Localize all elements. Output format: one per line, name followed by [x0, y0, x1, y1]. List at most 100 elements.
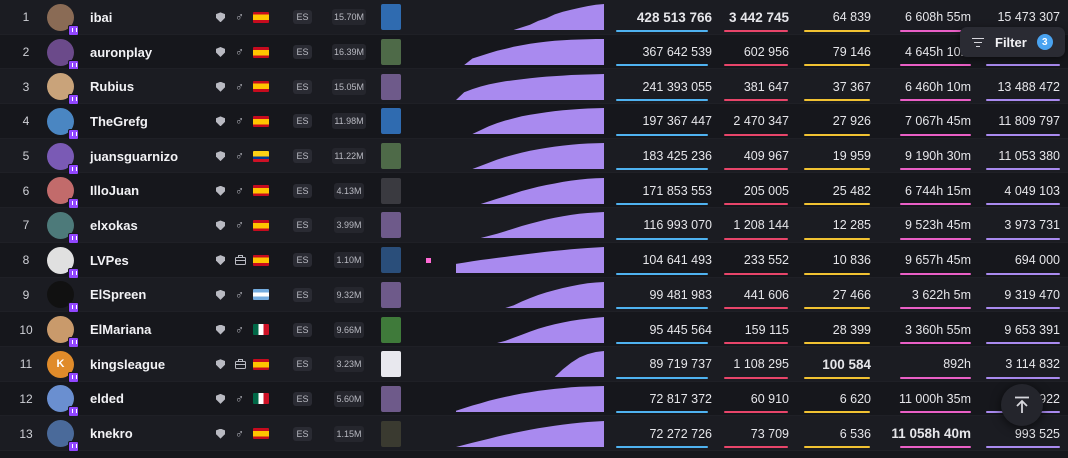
avatar-cell[interactable] [47, 173, 79, 210]
scroll-to-top-button[interactable] [1001, 384, 1043, 426]
table-row[interactable]: 3 Rubius ♂ ES 15.05M 241 393 055 381 647 37 367… [0, 69, 1068, 106]
avatar-cell[interactable]: K [47, 347, 79, 383]
avatar-cell[interactable] [47, 0, 79, 36]
avatar[interactable] [47, 281, 79, 314]
average-viewers: 79 146 [800, 35, 871, 70]
average-viewers: 12 285 [800, 208, 871, 243]
game-thumbnail[interactable] [381, 416, 402, 451]
game-thumbnail[interactable] [381, 347, 402, 382]
rank-number: 11 [19, 357, 33, 372]
game-thumbnail[interactable] [381, 35, 402, 70]
table-row[interactable]: 6 IlloJuan ♂ ES 4.13M 171 853 553 205 005 25 48… [0, 173, 1068, 210]
avatar[interactable] [47, 316, 79, 349]
hours-watched: 89 719 737 [612, 347, 712, 382]
game-thumbnail[interactable] [381, 243, 402, 278]
table-row[interactable]: 7 elxokas ♂ ES 3.99M 116 993 070 1 208 144 12 2… [0, 208, 1068, 244]
game-thumbnail[interactable] [381, 104, 402, 139]
game-thumbnail[interactable] [381, 139, 402, 174]
channel-name-link[interactable]: IlloJuan [90, 183, 140, 199]
game-thumbnail[interactable] [381, 382, 402, 417]
growth-sparkline [456, 35, 604, 70]
peak-viewers-bar [724, 203, 788, 206]
channel-name-link[interactable]: kingsleague [90, 356, 166, 372]
avatar[interactable] [47, 420, 79, 453]
avatar[interactable] [47, 107, 79, 140]
channel-name-link[interactable]: auronplay [90, 44, 153, 60]
language-badge: ES [293, 278, 312, 313]
channel-name-link[interactable]: knekro [90, 426, 133, 442]
channel-name-link[interactable]: ElSpreen [90, 287, 147, 303]
avatar-cell[interactable] [47, 278, 79, 314]
channel-name-link[interactable]: elded [90, 391, 124, 407]
average-viewers-bar [804, 168, 870, 171]
hours-watched-bar [616, 445, 708, 448]
avatar-cell[interactable] [47, 416, 79, 453]
game-thumbnail[interactable] [381, 69, 402, 104]
table-row[interactable]: 12 elded ♂ ES 5.60M 72 817 372 60 910 6 620 11 0… [0, 382, 1068, 418]
peak-viewers-bar [724, 64, 788, 67]
table-row[interactable]: 2 auronplay ♂ ES 16.39M 367 642 539 602 956 79 … [0, 35, 1068, 71]
channel-name-link[interactable]: ElMariana [90, 322, 152, 338]
table-row[interactable]: 5 juansguarnizo ♂ ES 11.22M 183 425 236 409 96… [0, 138, 1068, 175]
channel-name-link[interactable]: elxokas [90, 217, 138, 233]
followers-total-bar [986, 237, 1060, 240]
avatar[interactable] [47, 385, 79, 418]
avatar[interactable] [47, 3, 79, 36]
avatar-cell[interactable] [47, 69, 79, 106]
male-icon: ♂ [235, 149, 244, 164]
game-thumbnail[interactable] [381, 173, 402, 208]
game-thumbnail[interactable] [381, 208, 402, 243]
avatar-cell[interactable] [47, 139, 79, 175]
table-row[interactable]: 13 knekro ♂ ES 1.15M 72 272 726 73 709 6 536 11 … [0, 416, 1068, 453]
table-row[interactable]: 8 LVPes ES 1.10M 104 641 493 233 552 10 836 9 6… [0, 243, 1068, 279]
live-marker [426, 243, 432, 278]
verified-shield-icon [216, 347, 228, 382]
avatar-cell[interactable] [47, 208, 79, 244]
average-viewers-bar [804, 203, 870, 206]
filter-button[interactable]: Filter 3 [960, 27, 1065, 57]
followers-badge: 9.66M [328, 312, 370, 347]
hours-watched-bar [616, 237, 708, 240]
organization-icon [235, 347, 247, 382]
avatar-cell[interactable] [47, 35, 79, 71]
avatar[interactable] [47, 38, 79, 71]
table-row[interactable]: 9 ElSpreen ♂ ES 9.32M 99 481 983 441 606 27 466… [0, 277, 1068, 314]
channel-name-link[interactable]: juansguarnizo [90, 148, 179, 164]
avatar[interactable] [47, 73, 79, 106]
stream-time-bar [900, 133, 971, 136]
avatar-cell[interactable] [47, 382, 79, 418]
avatar-cell[interactable] [47, 104, 79, 140]
avatar[interactable] [47, 246, 79, 279]
peak-viewers-bar [724, 411, 788, 414]
average-viewers-bar [804, 376, 870, 379]
game-thumbnail[interactable] [381, 278, 402, 313]
growth-sparkline [456, 173, 604, 208]
stream-time-bar [900, 307, 971, 310]
followers-total-bar [986, 376, 1060, 379]
game-thumbnail[interactable] [381, 312, 402, 347]
average-viewers: 37 367 [800, 69, 871, 104]
average-viewers-bar [804, 307, 870, 310]
channel-name-link[interactable]: Rubius [90, 79, 135, 95]
avatar[interactable] [47, 211, 79, 244]
channel-name-link[interactable]: ibai [90, 9, 113, 25]
avatar[interactable] [47, 177, 79, 210]
rank-number: 3 [22, 79, 30, 94]
peak-viewers-bar [724, 445, 788, 448]
table-row[interactable]: 4 TheGrefg ♂ ES 11.98M 197 367 447 2 470 347 27… [0, 104, 1068, 140]
channel-name-link[interactable]: LVPes [90, 252, 129, 268]
avatar[interactable]: K [47, 350, 79, 383]
table-row[interactable]: 10 ElMariana ♂ ES 9.66M 95 445 564 159 115 28 3… [0, 312, 1068, 349]
stream-time: 4 645h 10m [890, 35, 971, 70]
peak-viewers: 233 552 [720, 243, 789, 278]
channel-name-link[interactable]: TheGrefg [90, 113, 148, 129]
rank-number: 7 [22, 218, 30, 233]
game-thumbnail[interactable] [381, 0, 402, 35]
avatar-cell[interactable] [47, 243, 79, 279]
rank-number: 1 [22, 10, 30, 25]
avatar[interactable] [47, 142, 79, 175]
growth-sparkline [456, 243, 604, 278]
table-row[interactable]: 1 ibai ♂ ES 15.70M 428 513 766 3 442 745 64 839… [0, 0, 1068, 36]
avatar-cell[interactable] [47, 312, 79, 349]
